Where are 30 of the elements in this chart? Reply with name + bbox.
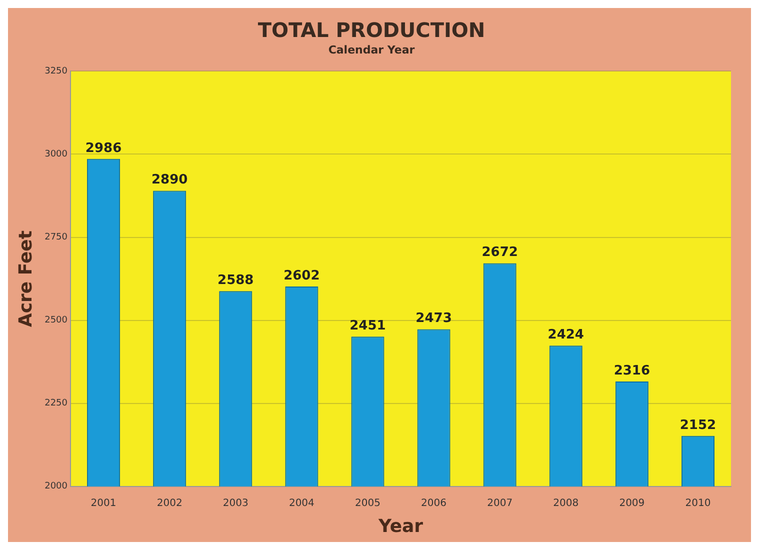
x-tick-label: 2001 bbox=[90, 498, 116, 509]
data-label: 2316 bbox=[614, 363, 650, 378]
chart-subtitle: Calendar Year bbox=[328, 43, 416, 56]
x-tick-label: 2010 bbox=[685, 498, 711, 509]
data-label: 2602 bbox=[284, 268, 320, 284]
y-tick-label: 3000 bbox=[44, 150, 68, 160]
x-tick-label: 2002 bbox=[156, 498, 182, 509]
y-tick-label: 3250 bbox=[44, 66, 68, 77]
data-label: 2986 bbox=[85, 140, 122, 156]
data-label: 2424 bbox=[548, 327, 584, 342]
data-label: 2672 bbox=[482, 245, 518, 260]
y-tick-label: 2250 bbox=[44, 398, 68, 409]
data-label: 2588 bbox=[218, 272, 254, 288]
data-label: 2890 bbox=[151, 172, 188, 188]
x-tick-label: 2006 bbox=[421, 498, 447, 509]
y-tick-label: 2000 bbox=[44, 482, 68, 492]
chart-title: TOTAL PRODUCTION bbox=[258, 18, 486, 42]
data-label: 2473 bbox=[416, 311, 452, 326]
x-tick-label: 2007 bbox=[487, 498, 513, 509]
x-axis-title: Year bbox=[377, 516, 424, 537]
x-tick-label: 2009 bbox=[619, 498, 645, 509]
y-tick-label: 2750 bbox=[44, 232, 68, 243]
x-tick-label: 2008 bbox=[553, 498, 579, 509]
x-tick-label: 2004 bbox=[288, 498, 314, 509]
y-tick-label: 2500 bbox=[44, 316, 68, 326]
y-axis-title: Acre Feet bbox=[15, 230, 36, 328]
data-label: 2152 bbox=[680, 418, 716, 433]
x-tick-label: 2005 bbox=[355, 498, 380, 509]
x-tick-label: 2003 bbox=[222, 498, 248, 509]
data-label: 2451 bbox=[350, 318, 386, 334]
